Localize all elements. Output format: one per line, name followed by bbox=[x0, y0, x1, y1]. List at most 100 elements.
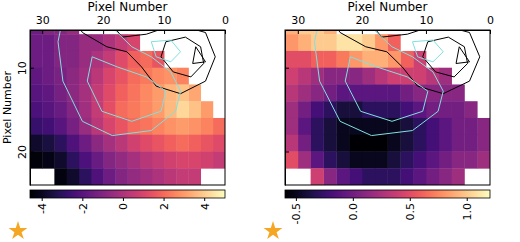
heatmap-cell bbox=[79, 118, 92, 135]
heatmap-cell bbox=[42, 101, 55, 118]
heatmap-cell bbox=[375, 101, 388, 118]
heatmap-cell bbox=[439, 135, 452, 152]
heatmap-cell bbox=[67, 135, 80, 152]
colorbar-tick bbox=[296, 198, 297, 201]
heatmap-cell bbox=[298, 84, 311, 101]
axis-title: Pixel Number bbox=[88, 0, 168, 14]
heatmap-cell bbox=[388, 101, 401, 118]
heatmap-cell bbox=[388, 168, 401, 185]
heatmap-cell bbox=[285, 84, 298, 101]
heatmap-cell bbox=[349, 168, 362, 185]
tick-label: 20 bbox=[16, 145, 29, 159]
heatmap-cell bbox=[103, 84, 116, 101]
heatmap-cell bbox=[413, 135, 426, 152]
heatmap-cell bbox=[54, 101, 67, 118]
heatmap-cell bbox=[91, 135, 104, 152]
tick-label: 0 bbox=[487, 14, 494, 27]
heatmap-cell bbox=[311, 68, 324, 85]
heatmap-cell bbox=[79, 151, 92, 168]
heatmap-cell bbox=[42, 135, 55, 152]
heatmap-cell bbox=[311, 168, 324, 185]
heatmap-cell bbox=[30, 68, 43, 85]
heatmap-cell bbox=[336, 151, 349, 168]
heatmap-cell bbox=[201, 118, 214, 135]
heatmap-cell bbox=[164, 118, 177, 135]
heatmap-cell bbox=[176, 151, 189, 168]
x-axis: 3020100 bbox=[286, 14, 495, 34]
colorbar-tick bbox=[42, 198, 43, 201]
heatmap-cell bbox=[375, 84, 388, 101]
heatmap-cell bbox=[439, 151, 452, 168]
tick-mark bbox=[30, 68, 34, 69]
tick-mark bbox=[42, 30, 43, 34]
heatmap-cell bbox=[128, 68, 141, 85]
heatmap-cell bbox=[388, 34, 401, 51]
heatmap-cell bbox=[67, 151, 80, 168]
heatmap-cell bbox=[452, 168, 465, 185]
heatmap-cell bbox=[103, 68, 116, 85]
heatmap-cell bbox=[103, 151, 116, 168]
heatmap-cell bbox=[164, 168, 177, 185]
heatmap-cell bbox=[128, 101, 141, 118]
heatmap-cell bbox=[298, 101, 311, 118]
heatmap-cell bbox=[103, 168, 116, 185]
x-tick: 30 bbox=[36, 14, 50, 34]
heatmap-cell bbox=[91, 151, 104, 168]
x-axis: 3020100 bbox=[31, 14, 230, 34]
heatmap-cell bbox=[140, 135, 153, 152]
colorbar-tick bbox=[467, 198, 468, 201]
heatmap-cell bbox=[67, 34, 80, 51]
heatmap-cell bbox=[54, 168, 67, 185]
heatmap-cell bbox=[188, 135, 201, 152]
heatmap-cell bbox=[30, 51, 43, 68]
heatmap-cell bbox=[413, 118, 426, 135]
tick-label: 30 bbox=[36, 14, 50, 27]
heatmap-cell bbox=[201, 135, 214, 152]
heatmap-cell bbox=[79, 168, 92, 185]
heatmap-cell bbox=[362, 135, 375, 152]
x-tick: 0 bbox=[487, 14, 494, 34]
tick-mark bbox=[490, 30, 491, 34]
heatmap-cell bbox=[91, 168, 104, 185]
heatmap-cell bbox=[285, 68, 298, 85]
plot-frame bbox=[30, 30, 225, 185]
tick-mark bbox=[103, 30, 104, 34]
heatmap-cell bbox=[375, 51, 388, 68]
heatmap-cell bbox=[42, 118, 55, 135]
tick-label: 10 bbox=[158, 14, 172, 27]
heatmap-cell bbox=[54, 34, 67, 51]
heatmap-cell bbox=[400, 168, 413, 185]
heatmap-cell bbox=[400, 151, 413, 168]
heatmap-cell bbox=[128, 135, 141, 152]
contour bbox=[423, 37, 468, 77]
heatmap-cell bbox=[115, 151, 128, 168]
plot-frame bbox=[285, 30, 490, 185]
colorbar-tick-label: 0 bbox=[117, 203, 130, 210]
tick-mark bbox=[164, 30, 165, 34]
heatmap-cell bbox=[400, 84, 413, 101]
heatmap-cell bbox=[336, 168, 349, 185]
heatmap-cell bbox=[164, 151, 177, 168]
heatmap-cell bbox=[115, 51, 128, 68]
colorbar-tick bbox=[410, 198, 411, 201]
heatmap-cell bbox=[164, 68, 177, 85]
heatmap-cell bbox=[477, 118, 490, 135]
star-marker bbox=[264, 221, 283, 239]
heatmap-cell bbox=[464, 135, 477, 152]
heatmap-cell bbox=[115, 118, 128, 135]
heatmap-cell bbox=[30, 101, 43, 118]
colorbar-tick bbox=[353, 198, 354, 201]
heatmap-cell bbox=[311, 135, 324, 152]
heatmap-cell bbox=[349, 34, 362, 51]
heatmap-cell bbox=[42, 34, 55, 51]
heatmap-cell bbox=[103, 135, 116, 152]
tick-mark bbox=[285, 68, 289, 69]
colorbar-tick-label: 0.0 bbox=[347, 203, 360, 221]
heatmap-cell bbox=[375, 118, 388, 135]
heatmap-cell bbox=[285, 101, 298, 118]
heatmap-cell bbox=[140, 118, 153, 135]
heatmap-cell bbox=[54, 68, 67, 85]
colorbar-tick-label: 4 bbox=[199, 203, 212, 210]
heatmap-cell bbox=[336, 101, 349, 118]
heatmap-cell bbox=[285, 135, 298, 152]
